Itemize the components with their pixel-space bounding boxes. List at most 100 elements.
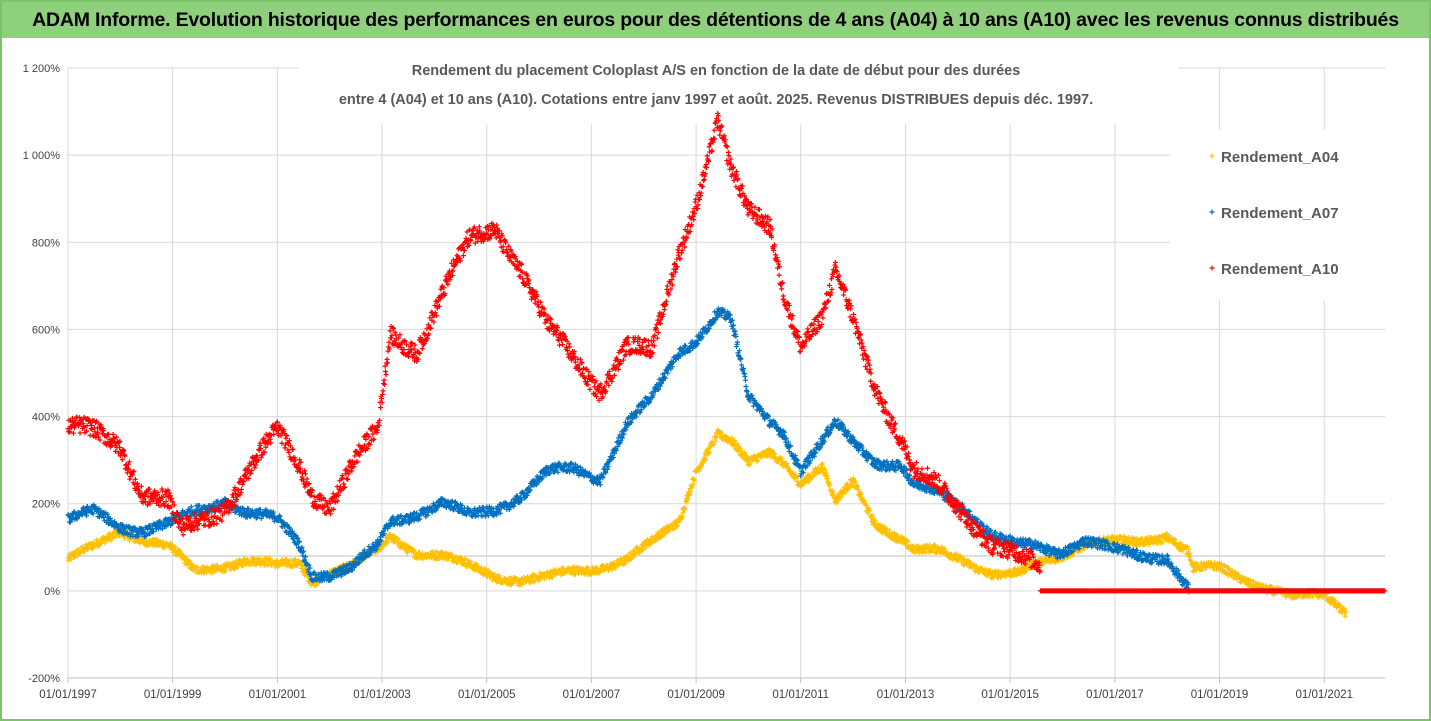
data-point [411,547,417,553]
data-point [742,377,748,383]
x-tick-label: 01/01/2003 [353,689,411,701]
data-point [402,541,408,547]
y-axis: -200%0%200%400%600%800%1 000%1 200% [23,63,61,685]
data-point [684,499,690,505]
data-point [844,481,850,487]
data-point [108,537,114,543]
x-tick-label: 01/01/2015 [981,689,1039,701]
data-point [687,492,693,498]
data-points [65,110,1388,619]
data-point [302,566,308,572]
data-point [474,561,480,567]
data-point [479,565,485,571]
data-point [240,563,246,569]
data-point [689,484,695,490]
data-point [758,454,764,460]
data-point [703,456,709,462]
y-tick-label: 200% [32,499,60,511]
data-point [495,579,501,585]
data-point [245,557,251,563]
data-point [654,537,660,543]
data-point [292,557,298,563]
data-point [1342,613,1348,619]
data-point [819,461,825,467]
x-tick-label: 01/01/2007 [563,689,621,701]
data-point [743,453,749,459]
y-tick-label: -200% [28,673,60,685]
y-tick-label: 1 000% [23,150,61,162]
data-point [542,576,548,582]
data-point [659,534,665,540]
data-point [849,481,855,487]
data-point [711,441,717,447]
data-point [71,550,77,556]
data-point [172,544,178,550]
y-tick-label: 1 200% [23,63,61,75]
data-point [807,477,813,483]
chart-title-line-1: Rendement du placement Coloplast A/S en … [412,63,1021,79]
data-point [741,450,747,456]
data-point [222,568,228,574]
data-point [834,499,840,505]
data-point [510,580,516,586]
data-point [707,449,713,455]
data-point [169,542,175,548]
data-point [647,542,653,548]
data-point [779,455,785,461]
data-point [823,470,829,476]
data-point [194,564,200,570]
data-point [690,481,696,487]
data-point [609,567,615,573]
data-point [824,473,830,479]
x-tick-label: 01/01/2005 [458,689,516,701]
data-point [839,494,845,500]
x-tick-label: 01/01/1997 [39,689,97,701]
data-point [682,505,688,511]
data-point [731,437,737,443]
data-point [633,550,639,556]
data-point [679,513,685,519]
banner-title: ADAM Informe. Evolution historique des p… [32,9,1399,31]
data-point [688,489,694,495]
data-point [257,556,263,562]
data-point [713,438,719,444]
chart-title-background [298,54,1178,124]
x-tick-label: 01/01/2001 [249,689,307,701]
data-point [518,580,524,586]
data-point [77,430,83,436]
data-point [395,536,401,542]
y-tick-label: 800% [32,237,60,249]
x-tick-label: 01/01/2011 [772,689,829,701]
data-point [632,553,638,559]
data-point [671,526,677,532]
y-tick-label: 400% [32,412,60,424]
data-point [110,431,116,437]
x-tick-label: 01/01/2013 [877,689,935,701]
data-point [747,462,753,468]
data-point [685,496,691,502]
data-point [183,562,189,568]
data-point [102,540,108,546]
data-point [416,549,422,555]
data-point [833,500,839,506]
data-point [640,547,646,553]
data-point [462,556,468,562]
data-point [385,539,391,545]
x-axis: 01/01/1997 01/01/1999 01/01/2001 01/01/2003… [39,677,1385,701]
data-point [299,563,305,569]
x-tick-label: 01/01/2017 [1086,689,1144,701]
banner: ADAM Informe. Evolution historique des p… [2,2,1429,38]
data-point [718,429,724,435]
x-tick-label: 01/01/1999 [144,689,202,701]
data-point [68,557,74,563]
y-tick-label: 600% [32,324,60,336]
data-point [702,457,708,463]
data-point [550,574,556,580]
data-point [818,462,824,468]
x-tick-label: 01/01/2009 [667,689,725,701]
data-point [692,477,698,483]
data-point [754,457,760,463]
chart-title-line-2: entre 4 (A04) et 10 ans (A10). Cotations… [339,92,1093,108]
data-point [468,558,474,564]
